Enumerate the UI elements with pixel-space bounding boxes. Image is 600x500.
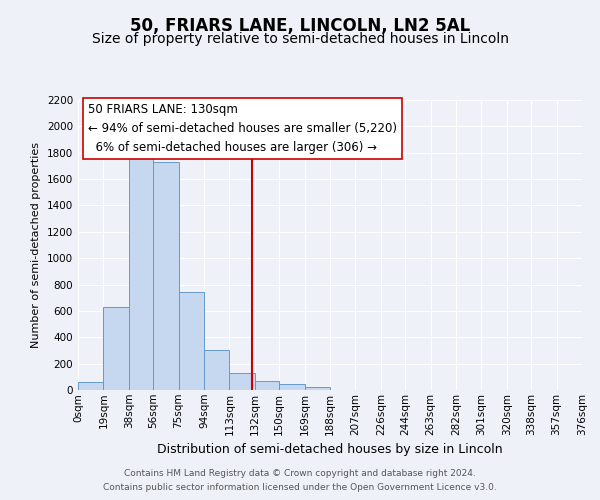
X-axis label: Distribution of semi-detached houses by size in Lincoln: Distribution of semi-detached houses by … xyxy=(157,443,503,456)
Bar xyxy=(153,162,179,390)
Bar xyxy=(204,350,229,390)
Bar xyxy=(279,384,305,390)
Bar xyxy=(305,388,330,390)
Text: 50, FRIARS LANE, LINCOLN, LN2 5AL: 50, FRIARS LANE, LINCOLN, LN2 5AL xyxy=(130,18,470,36)
Bar xyxy=(129,149,153,390)
Text: Contains HM Land Registry data © Crown copyright and database right 2024.: Contains HM Land Registry data © Crown c… xyxy=(124,468,476,477)
Text: Size of property relative to semi-detached houses in Lincoln: Size of property relative to semi-detach… xyxy=(91,32,509,46)
Y-axis label: Number of semi-detached properties: Number of semi-detached properties xyxy=(31,142,41,348)
Bar xyxy=(179,292,204,390)
Text: 50 FRIARS LANE: 130sqm
← 94% of semi-detached houses are smaller (5,220)
  6% of: 50 FRIARS LANE: 130sqm ← 94% of semi-det… xyxy=(88,103,397,154)
Bar xyxy=(255,381,279,390)
Bar xyxy=(78,382,103,390)
Text: Contains public sector information licensed under the Open Government Licence v3: Contains public sector information licen… xyxy=(103,484,497,492)
Bar xyxy=(103,307,129,390)
Bar xyxy=(229,373,255,390)
